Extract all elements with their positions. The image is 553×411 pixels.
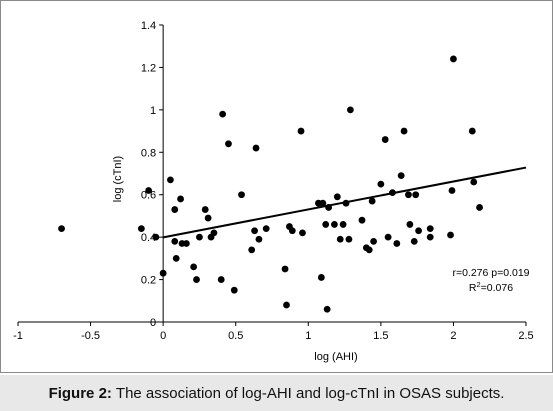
x-tick-label: 0 (160, 330, 166, 342)
y-tick-label: 0.8 (141, 147, 156, 159)
data-point (283, 301, 290, 309)
y-tick-label: 0.6 (141, 190, 156, 202)
data-point (204, 214, 212, 222)
chart-frame (0, 0, 553, 373)
x-tick-label: -0.5 (81, 330, 100, 342)
data-point (145, 187, 153, 194)
x-tick-label: 2.5 (518, 330, 533, 342)
data-point (171, 237, 179, 245)
figure-caption: Figure 2: The association of log-AHI and… (0, 375, 553, 411)
x-tick-label: 0.5 (228, 330, 243, 342)
data-point (167, 176, 174, 184)
data-point (447, 231, 454, 239)
data-point (345, 235, 353, 243)
data-point (262, 225, 270, 233)
x-tick-label: 1.5 (373, 330, 388, 342)
y-tick-label: 0.2 (141, 275, 156, 287)
data-point (137, 225, 145, 233)
stat-annotation-r2: R2=0.076 (469, 280, 513, 294)
data-point (299, 229, 306, 237)
data-point (384, 233, 392, 241)
data-point (412, 191, 420, 199)
x-axis-label: log (AHI) (314, 351, 357, 363)
data-point (406, 221, 414, 228)
x-tick-label: 2 (450, 330, 456, 342)
x-tick-label: 1 (305, 330, 311, 342)
data-point (397, 172, 405, 180)
data-point (152, 233, 160, 241)
data-point (346, 106, 354, 114)
x-tick-label: -1 (13, 330, 23, 342)
r2-value: =0.076 (481, 282, 514, 294)
y-tick-label: 0.4 (141, 232, 156, 244)
caption-label: Figure 2: (48, 384, 112, 402)
data-point (322, 221, 330, 228)
trendline (162, 166, 527, 239)
data-point (196, 233, 203, 241)
data-point (358, 216, 366, 224)
data-point (400, 127, 408, 135)
data-point (219, 110, 227, 118)
r2-prefix: R (469, 282, 477, 294)
stat-annotation-r-p: r=0.276 p=0.019 (452, 267, 529, 279)
data-point (251, 227, 258, 235)
data-point (331, 221, 338, 228)
data-point (426, 225, 434, 233)
y-tick-label: 1.4 (141, 20, 156, 32)
data-point (333, 193, 341, 201)
data-point (217, 276, 225, 283)
data-point (210, 229, 218, 237)
data-point (190, 263, 198, 271)
data-point (288, 227, 296, 235)
data-point (370, 237, 377, 245)
data-point (182, 240, 190, 247)
data-point (177, 195, 184, 203)
data-point (470, 178, 478, 186)
data-point (319, 199, 327, 207)
data-point (171, 206, 179, 213)
data-point (393, 240, 401, 247)
data-point (238, 191, 245, 199)
data-point (405, 191, 412, 199)
data-point (415, 227, 422, 235)
data-point (255, 235, 263, 243)
data-point (381, 136, 389, 143)
data-point (448, 187, 456, 194)
trendline-group (162, 166, 527, 239)
data-point (377, 180, 385, 188)
data-points (58, 55, 483, 313)
data-point (252, 144, 260, 152)
r2-superscript: 2 (477, 280, 481, 289)
y-tick-label: 0 (150, 317, 156, 329)
data-point (323, 305, 331, 313)
y-tick-label: 1 (150, 105, 156, 117)
data-point (58, 225, 65, 233)
data-point (365, 246, 373, 254)
data-point (248, 246, 256, 254)
data-point (297, 127, 305, 135)
data-point (468, 127, 476, 135)
data-point (281, 265, 289, 273)
data-point (339, 221, 347, 228)
data-point (476, 204, 483, 211)
scatter-chart: -1 -0.5 0 0.5 1 1.5 2 2.5 0 0.2 0.4 0.6 0.8 1 1.2 1.4 l… (13, 20, 534, 363)
data-point (450, 55, 457, 63)
data-point (317, 274, 325, 281)
y-axis-label: log (cTnI) (112, 156, 124, 202)
data-point (159, 269, 167, 277)
data-point (368, 197, 376, 205)
data-point (426, 233, 434, 241)
data-point (410, 237, 418, 245)
y-tick-label: 1.2 (141, 62, 156, 74)
data-point (336, 235, 344, 243)
data-point (230, 286, 238, 294)
data-point (201, 206, 209, 213)
data-point (172, 254, 180, 262)
data-point (225, 140, 232, 148)
data-point (193, 276, 200, 283)
caption-text: The association of log-AHI and log-cTnI … (115, 384, 505, 402)
